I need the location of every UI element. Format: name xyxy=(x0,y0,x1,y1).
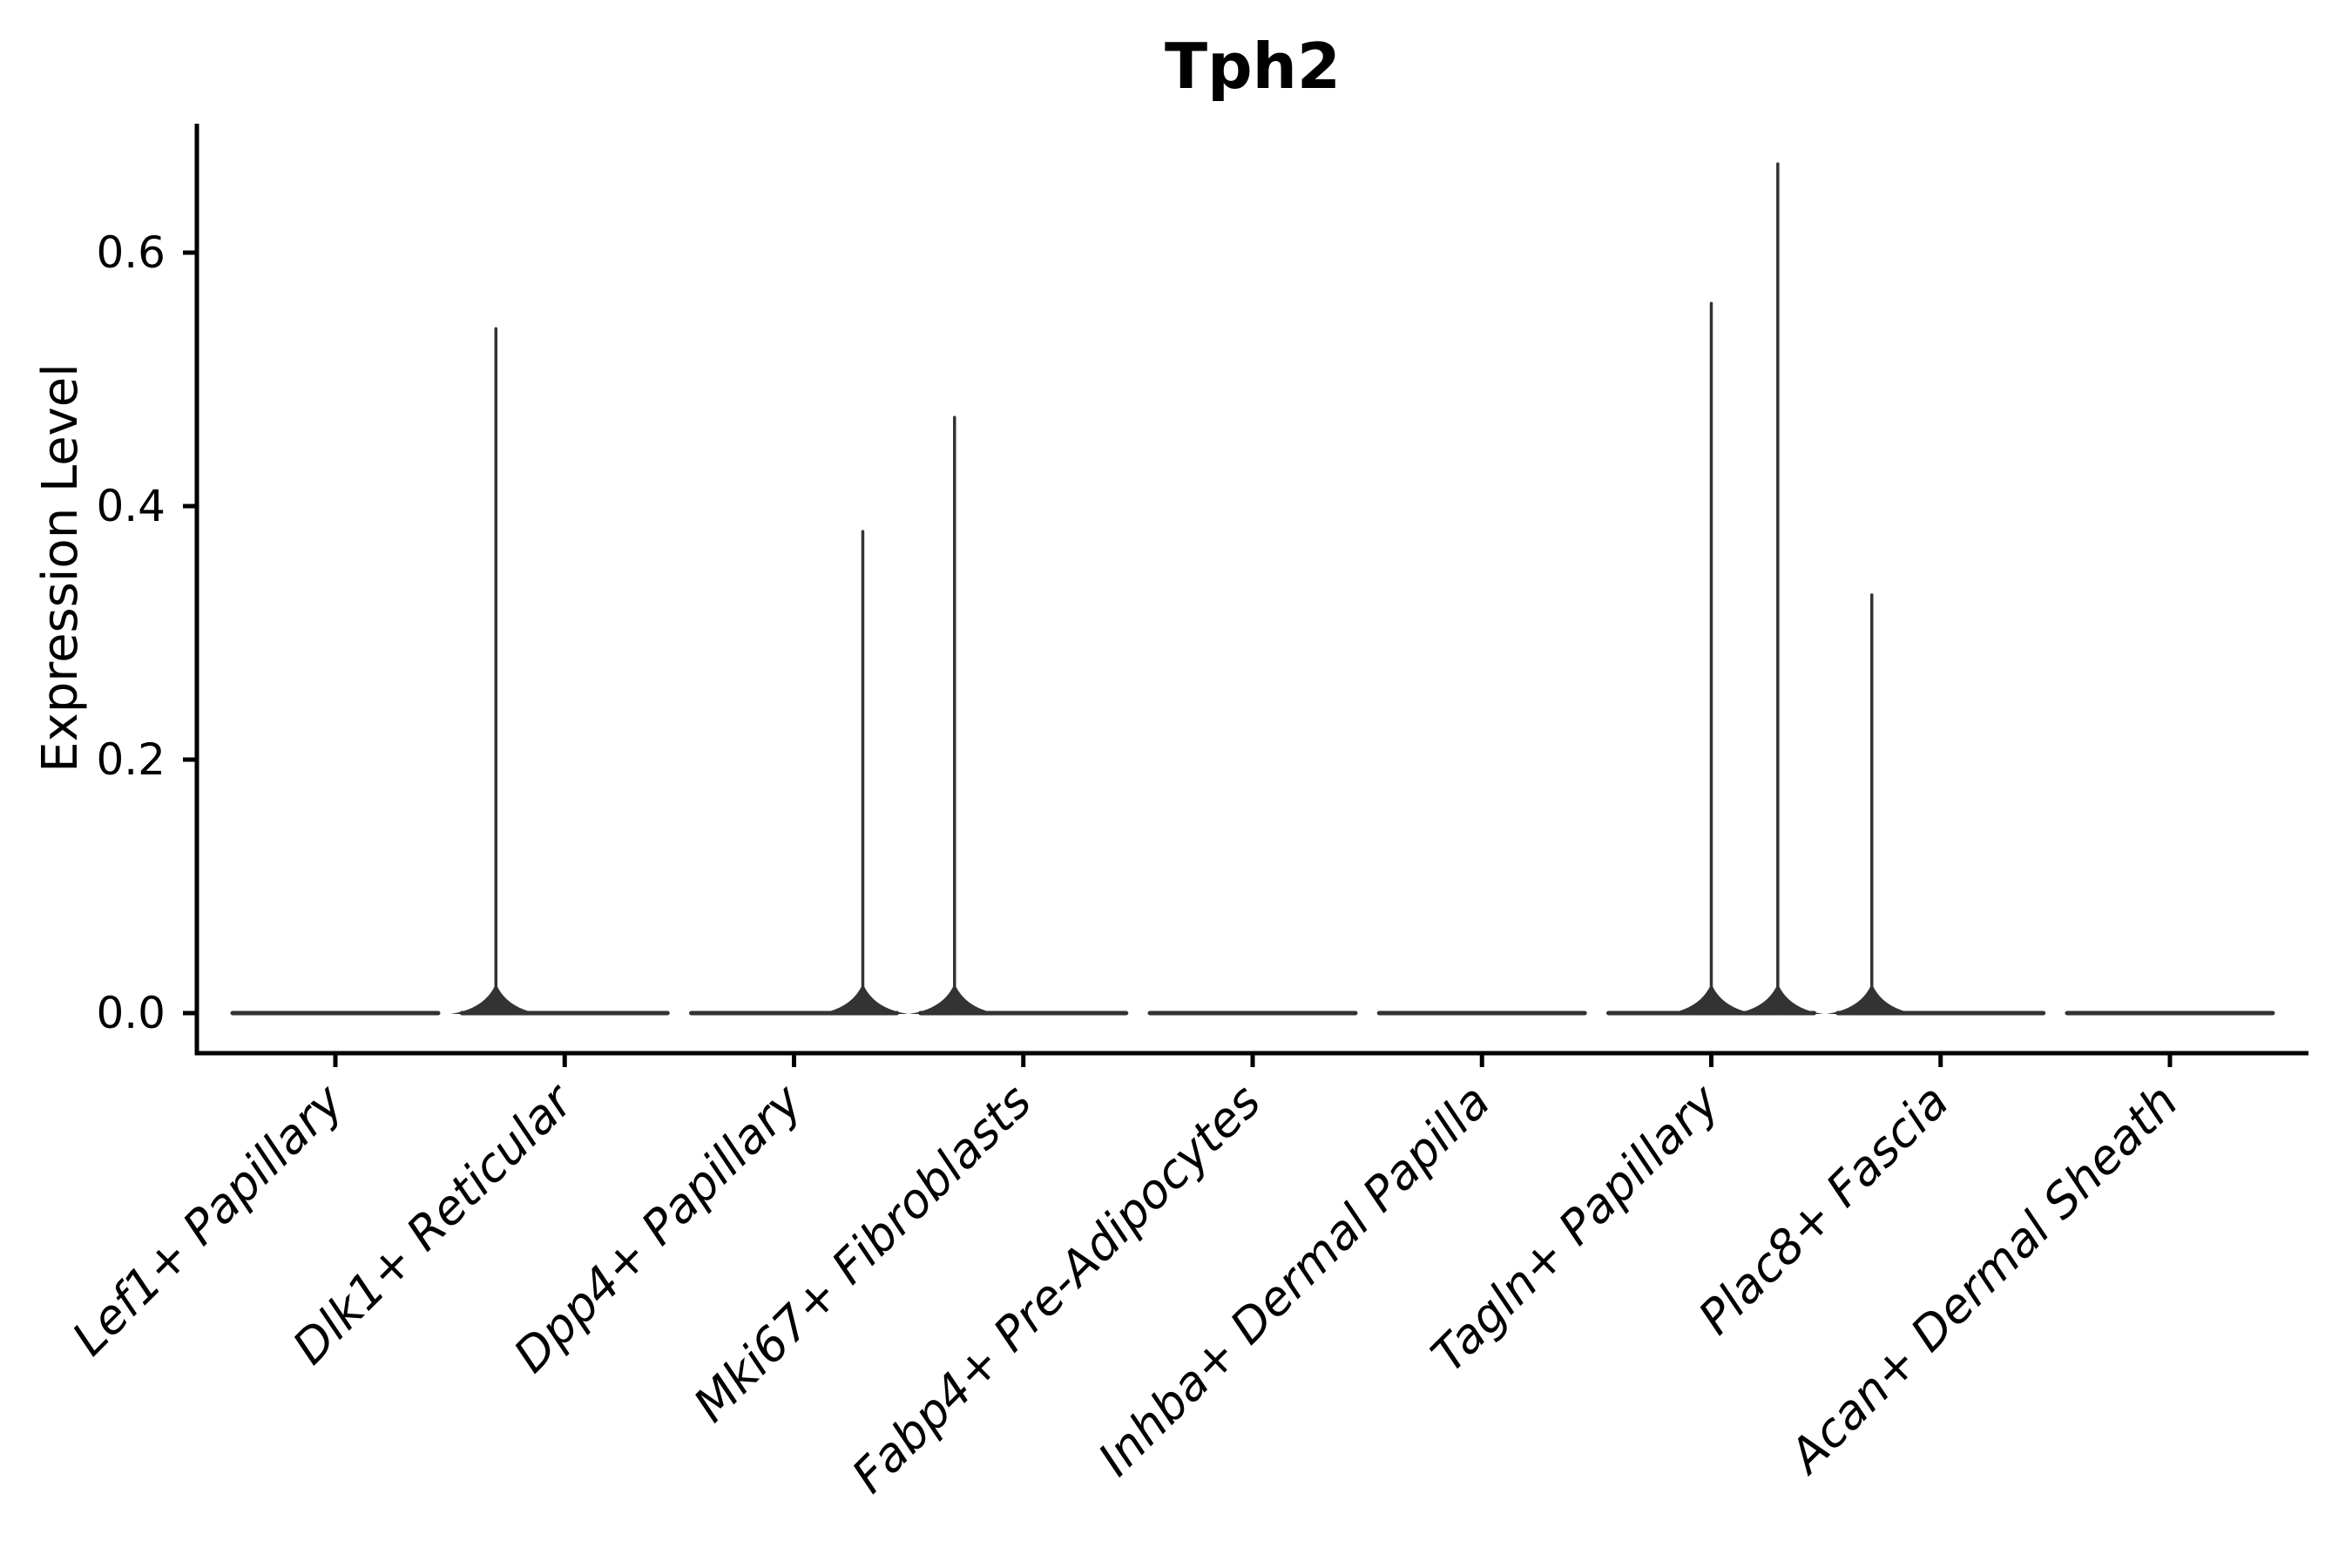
y-tick-label: 0.2 xyxy=(96,734,166,785)
y-tick-label: 0.0 xyxy=(96,988,166,1038)
violin-marks-layer xyxy=(230,162,2275,1016)
axes-layer xyxy=(183,124,2308,1067)
y-axis-title: Expression Level xyxy=(32,363,89,773)
chart-title: Tph2 xyxy=(1165,30,1341,103)
y-tick-label: 0.6 xyxy=(96,227,166,278)
y-tick-label: 0.4 xyxy=(96,481,166,531)
